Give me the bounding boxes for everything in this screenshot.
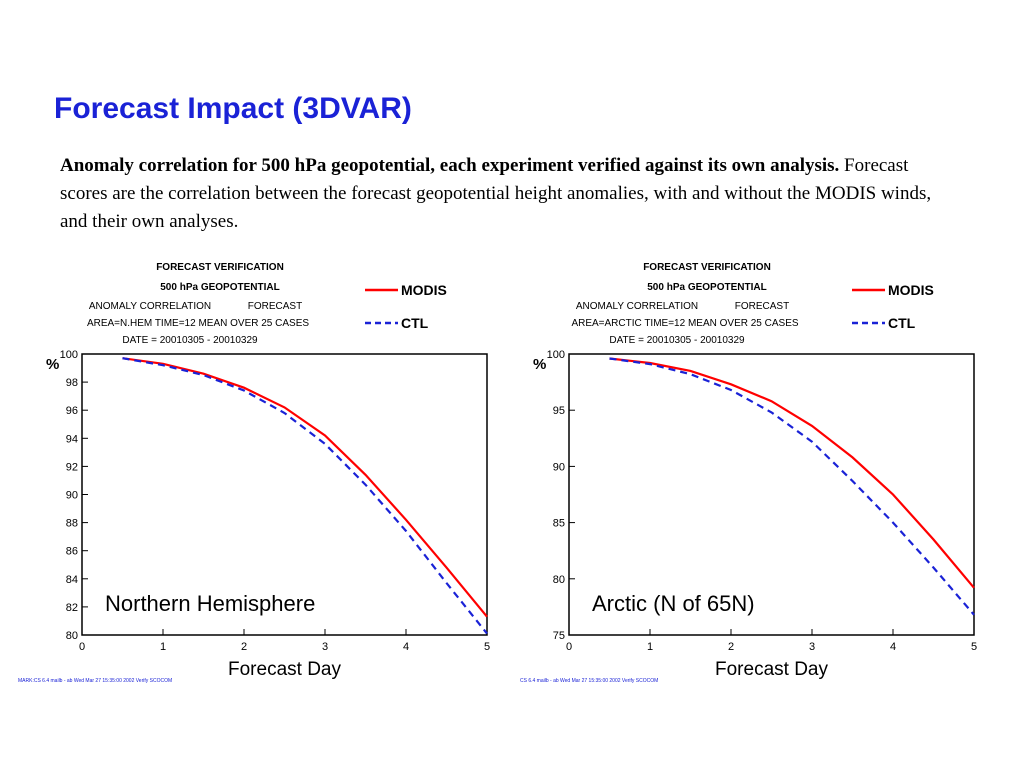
- chart-header-line5: DATE = 20010305 - 20010329: [122, 335, 258, 346]
- legend-label-ctl: CTL: [401, 315, 429, 331]
- x-tick-label: 1: [647, 641, 653, 653]
- y-axis-label: %: [533, 356, 546, 373]
- chart-header-line1: FORECAST VERIFICATION: [643, 262, 771, 273]
- chart-header-line2: 500 hPa GEOPOTENTIAL: [160, 282, 279, 293]
- x-tick-label: 2: [728, 641, 734, 653]
- y-tick-label: 98: [66, 377, 78, 389]
- region-label: Northern Hemisphere: [105, 591, 315, 616]
- y-tick-label: 88: [66, 518, 78, 530]
- y-tick-label: 90: [553, 461, 565, 473]
- chart-header-line5: DATE = 20010305 - 20010329: [609, 335, 745, 346]
- x-tick-label: 4: [890, 641, 896, 653]
- chart-header-line2: 500 hPa GEOPOTENTIAL: [647, 282, 766, 293]
- chart-header-line3a: ANOMALY CORRELATION: [89, 301, 211, 312]
- chart-header-line3b: FORECAST: [735, 301, 789, 312]
- y-tick-label: 85: [553, 518, 565, 530]
- x-tick-label: 5: [484, 641, 490, 653]
- y-tick-label: 90: [66, 490, 78, 502]
- chart-arctic: FORECAST VERIFICATION 500 hPa GEOPOTENTIA…: [520, 262, 977, 684]
- x-tick-label: 3: [809, 641, 815, 653]
- slide-caption: Anomaly correlation for 500 hPa geopoten…: [60, 152, 960, 236]
- x-axis-label: Forecast Day: [715, 659, 828, 680]
- x-tick-label: 0: [566, 641, 572, 653]
- chart-header-line4: AREA=ARCTIC TIME=12 MEAN OVER 25 CASES: [571, 318, 798, 329]
- y-tick-label: 80: [553, 574, 565, 586]
- y-tick-label: 86: [66, 546, 78, 558]
- x-tick-label: 0: [79, 641, 85, 653]
- y-tick-label: 100: [547, 349, 565, 361]
- legend-label-ctl: CTL: [888, 315, 916, 331]
- y-tick-label: 94: [66, 433, 78, 445]
- chart-northern-hemisphere: FORECAST VERIFICATION 500 hPa GEOPOTENTIA…: [18, 262, 490, 684]
- y-tick-label: 84: [66, 574, 78, 586]
- x-axis-label: Forecast Day: [228, 659, 341, 680]
- chart-header-line4: AREA=N.HEM TIME=12 MEAN OVER 25 CASES: [87, 318, 309, 329]
- series-line-ctl: [609, 357, 975, 616]
- y-tick-label: 82: [66, 602, 78, 614]
- y-tick-label: 92: [66, 461, 78, 473]
- chart-header-line1: FORECAST VERIFICATION: [156, 262, 284, 273]
- slide-title: Forecast Impact (3DVAR): [54, 92, 412, 125]
- caption-bold: Anomaly correlation for 500 hPa geopoten…: [60, 155, 840, 176]
- chart-footer: MARK:CS 6.4 mailb - ab Wed Mar 27 15:35:…: [18, 678, 172, 684]
- y-tick-label: 96: [66, 405, 78, 417]
- chart-header-line3a: ANOMALY CORRELATION: [576, 301, 698, 312]
- plot-frame: [568, 353, 975, 636]
- series-line-modis: [122, 357, 488, 618]
- region-label: Arctic (N of 65N): [592, 591, 755, 616]
- x-tick-label: 2: [241, 641, 247, 653]
- legend-label-modis: MODIS: [401, 282, 447, 298]
- series-line-ctl: [122, 357, 488, 635]
- x-tick-label: 1: [160, 641, 166, 653]
- legend-label-modis: MODIS: [888, 282, 934, 298]
- y-tick-label: 95: [553, 405, 565, 417]
- caption-rest: Forecast scores are the correlation betw…: [60, 155, 932, 232]
- y-tick-label: 75: [553, 630, 565, 642]
- chart-footer: CS 6.4 mailb - ab Wed Mar 27 15:35:00 20…: [520, 678, 658, 684]
- y-tick-label: 100: [60, 349, 78, 361]
- x-tick-label: 5: [971, 641, 977, 653]
- chart-header-line3b: FORECAST: [248, 301, 302, 312]
- y-axis-label: %: [46, 356, 59, 373]
- series-line-modis: [609, 357, 975, 589]
- y-tick-label: 80: [66, 630, 78, 642]
- x-tick-label: 4: [403, 641, 409, 653]
- x-tick-label: 3: [322, 641, 328, 653]
